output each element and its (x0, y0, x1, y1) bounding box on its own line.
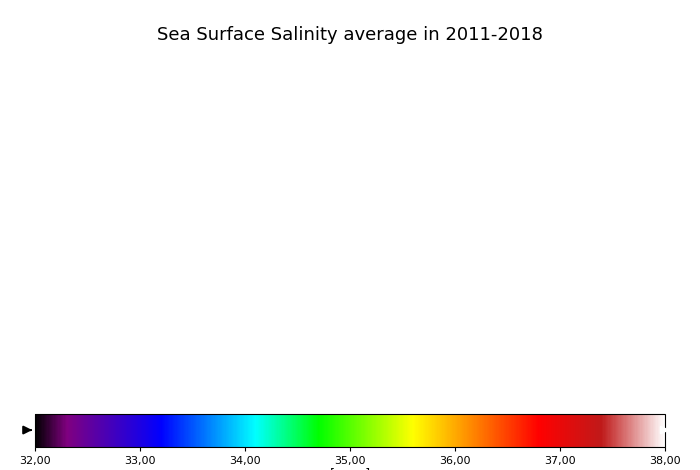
X-axis label: [ psu ]: [ psu ] (330, 468, 370, 470)
Text: Sea Surface Salinity Map
(cartopy not available): Sea Surface Salinity Map (cartopy not av… (247, 197, 453, 235)
Text: Sea Surface Salinity average in 2011-2018: Sea Surface Salinity average in 2011-201… (157, 26, 543, 44)
